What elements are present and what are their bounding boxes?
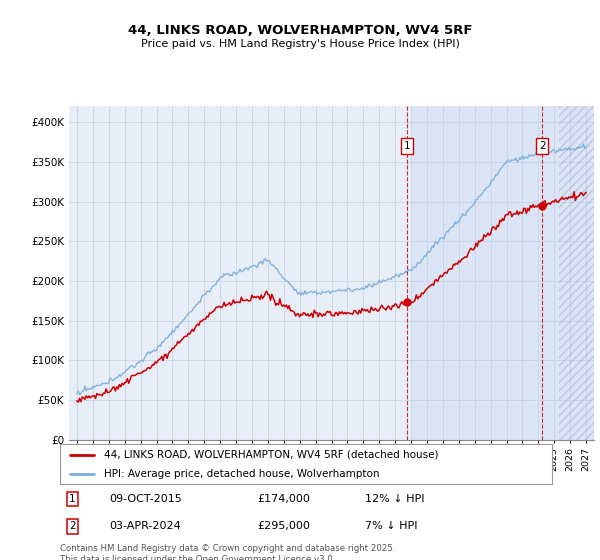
Text: Contains HM Land Registry data © Crown copyright and database right 2025.
This d: Contains HM Land Registry data © Crown c… xyxy=(60,544,395,560)
Text: 12% ↓ HPI: 12% ↓ HPI xyxy=(365,494,425,504)
Text: 03-APR-2024: 03-APR-2024 xyxy=(109,521,181,531)
Text: 7% ↓ HPI: 7% ↓ HPI xyxy=(365,521,418,531)
Text: 1: 1 xyxy=(69,494,76,504)
Text: 2: 2 xyxy=(539,141,545,151)
Text: Price paid vs. HM Land Registry's House Price Index (HPI): Price paid vs. HM Land Registry's House … xyxy=(140,39,460,49)
Text: 44, LINKS ROAD, WOLVERHAMPTON, WV4 5RF: 44, LINKS ROAD, WOLVERHAMPTON, WV4 5RF xyxy=(128,24,472,38)
Bar xyxy=(559,106,594,440)
Text: 09-OCT-2015: 09-OCT-2015 xyxy=(109,494,182,504)
Text: £295,000: £295,000 xyxy=(257,521,310,531)
Text: 44, LINKS ROAD, WOLVERHAMPTON, WV4 5RF (detached house): 44, LINKS ROAD, WOLVERHAMPTON, WV4 5RF (… xyxy=(104,450,439,460)
Bar xyxy=(559,106,594,440)
Text: HPI: Average price, detached house, Wolverhampton: HPI: Average price, detached house, Wolv… xyxy=(104,469,380,478)
Text: 2: 2 xyxy=(69,521,76,531)
Bar xyxy=(411,106,594,440)
Text: £174,000: £174,000 xyxy=(257,494,310,504)
Text: 1: 1 xyxy=(404,141,410,151)
